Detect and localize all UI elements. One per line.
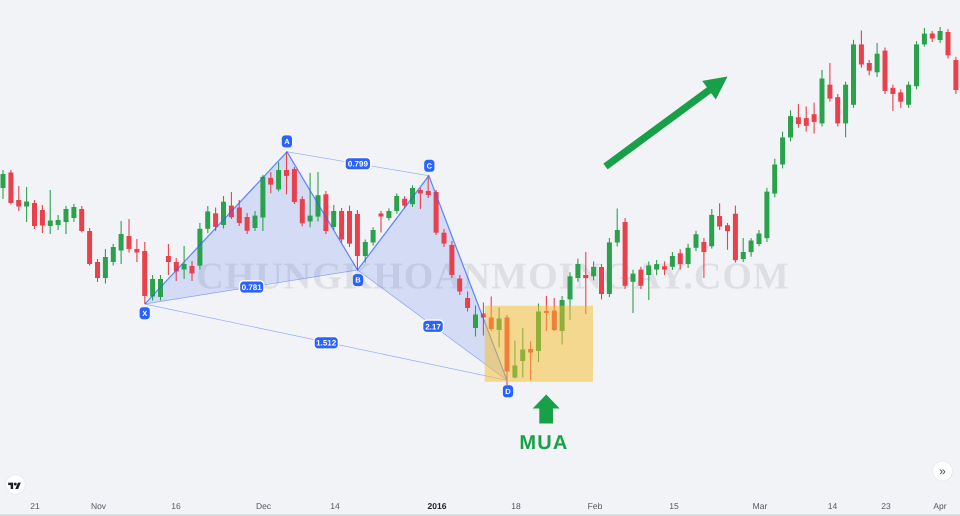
svg-text:D: D (505, 387, 511, 396)
svg-text:15: 15 (669, 501, 679, 511)
svg-text:Nov: Nov (91, 501, 107, 511)
svg-text:14: 14 (828, 501, 838, 511)
svg-text:B: B (355, 276, 361, 285)
svg-text:2.17: 2.17 (425, 322, 441, 331)
svg-text:1.512: 1.512 (316, 339, 337, 348)
svg-text:14: 14 (330, 501, 340, 511)
svg-text:16: 16 (171, 501, 181, 511)
svg-text:C: C (427, 161, 433, 170)
svg-text:»: » (939, 464, 946, 478)
svg-text:21: 21 (30, 501, 40, 511)
svg-text:2016: 2016 (428, 501, 447, 511)
svg-text:Feb: Feb (588, 501, 603, 511)
svg-text:Apr: Apr (933, 501, 946, 511)
svg-text:Dec: Dec (256, 501, 272, 511)
svg-text:A: A (284, 137, 290, 146)
svg-text:23: 23 (881, 501, 891, 511)
svg-text:X: X (142, 309, 147, 318)
svg-text:0.799: 0.799 (348, 160, 369, 169)
svg-text:Mar: Mar (753, 501, 768, 511)
svg-text:0.781: 0.781 (242, 283, 263, 292)
svg-text:18: 18 (511, 501, 521, 511)
svg-text:MUA: MUA (519, 432, 568, 454)
